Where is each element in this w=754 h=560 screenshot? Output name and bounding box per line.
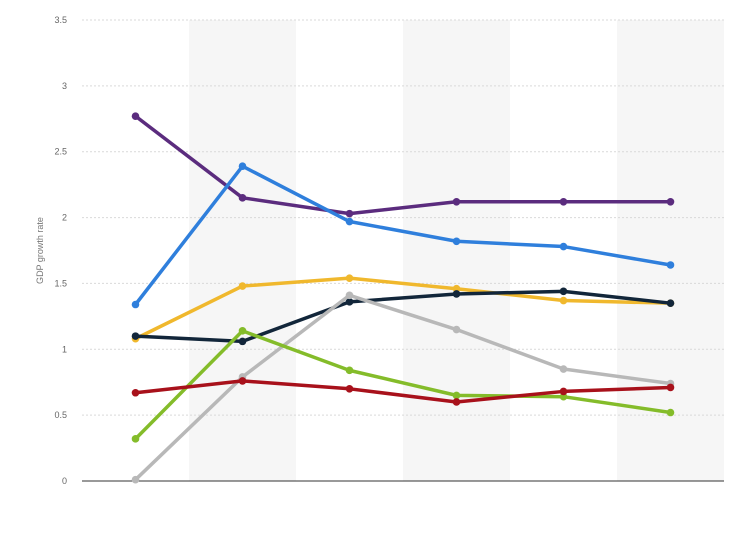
data-point: [559, 242, 568, 251]
series-1: [131, 112, 675, 218]
data-point: [452, 237, 461, 246]
data-point: [559, 387, 568, 396]
y-axis-title: GDP growth rate: [35, 217, 45, 284]
data-point: [131, 112, 140, 120]
y-tick-label: 2.5: [54, 147, 67, 157]
data-point: [559, 392, 568, 401]
data-point: [345, 385, 354, 393]
data-point: [131, 300, 140, 309]
y-tick-label: 0: [62, 476, 67, 486]
data-point: [131, 475, 140, 484]
y-axis-ticks: 0 0.5 1 1.5 2 2.5 3 3.5: [54, 15, 67, 486]
data-point: [559, 296, 568, 305]
data-point: [345, 274, 354, 282]
data-point: [666, 261, 675, 269]
data-point: [345, 366, 354, 375]
data-point: [666, 197, 675, 206]
data-point: [131, 435, 140, 443]
series-line: [133, 293, 673, 482]
data-point: [452, 197, 461, 206]
data-point: [238, 337, 247, 346]
series-line: [133, 114, 673, 216]
series-line: [133, 329, 673, 441]
data-point: [131, 332, 140, 340]
series-line: [133, 276, 673, 341]
data-point: [452, 325, 461, 334]
data-point: [559, 287, 568, 296]
data-point: [452, 398, 461, 406]
column-band: [189, 20, 296, 481]
data-point: [345, 217, 354, 226]
data-point: [238, 282, 247, 290]
data-point: [452, 290, 461, 298]
series-7: [131, 377, 675, 406]
data-point: [666, 299, 675, 307]
y-tick-label: 1: [62, 344, 67, 354]
y-tick-label: 0.5: [54, 410, 67, 420]
data-point: [131, 388, 140, 397]
column-band: [403, 20, 510, 481]
data-point: [345, 291, 354, 300]
data-point: [238, 194, 247, 202]
series-lines: [131, 112, 675, 484]
y-tick-label: 1.5: [54, 278, 67, 288]
column-band: [617, 20, 724, 481]
series-2: [131, 162, 675, 309]
data-point: [345, 209, 354, 218]
series-6: [131, 327, 675, 443]
data-point: [452, 284, 461, 293]
data-point: [238, 377, 247, 385]
series-line: [133, 289, 673, 344]
data-point: [238, 162, 247, 171]
data-point: [345, 298, 354, 306]
column-bands: [189, 20, 724, 481]
series-line: [133, 164, 673, 307]
data-point: [666, 408, 675, 417]
y-tick-label: 3: [62, 81, 67, 91]
y-tick-label: 3.5: [54, 15, 67, 25]
data-point: [666, 383, 675, 392]
data-point: [559, 197, 568, 206]
data-point: [452, 391, 461, 400]
data-point: [559, 365, 568, 373]
series-4: [131, 287, 675, 346]
series-line: [133, 379, 673, 404]
y-tick-label: 2: [62, 213, 67, 223]
data-point: [238, 327, 247, 335]
